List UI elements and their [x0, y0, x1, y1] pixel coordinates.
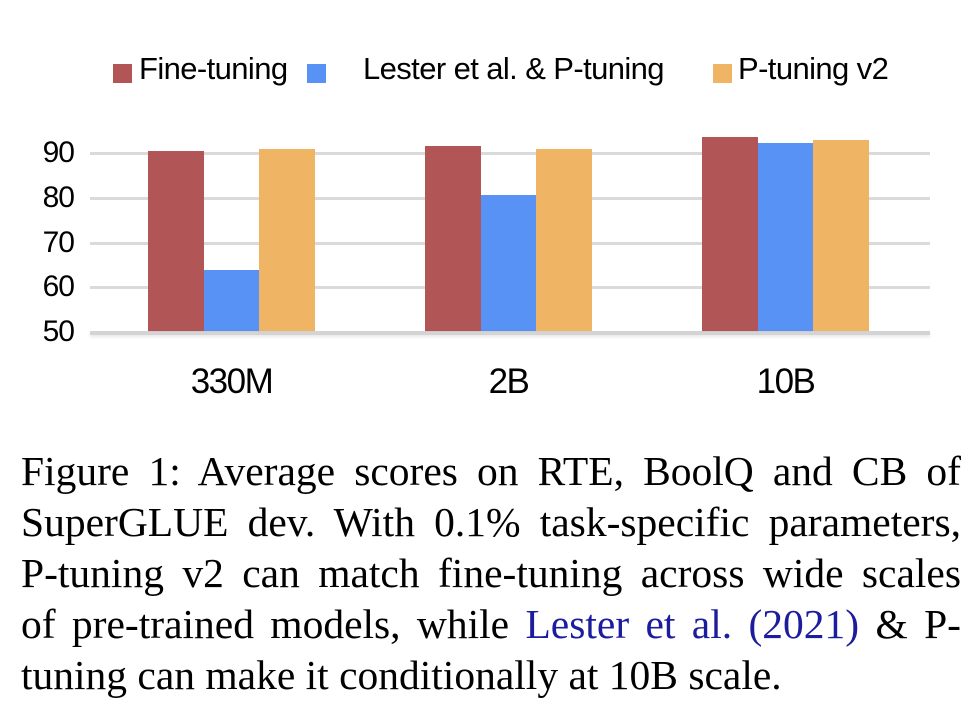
y-axis-tick-label-50: 50: [42, 315, 75, 348]
y-axis-tick-label-80: 80: [42, 180, 75, 214]
legend-swatch-lester-et-al-p-tuning: [307, 64, 326, 83]
caption-line-5: tuning can make it conditionally at 10B …: [21, 650, 961, 701]
caption-line-1: Figure 1: Average scores on RTE, BoolQ a…: [21, 446, 961, 497]
y-axis-tick-label-70: 70: [42, 225, 75, 259]
caption-text: P-tuning v2 can match fine-tuning across…: [21, 550, 961, 596]
caption-line-2: SuperGLUE dev. With 0.1% task-specific p…: [21, 497, 961, 548]
legend-label-p-tuning-v2: P-tuning v2: [738, 51, 889, 86]
figure-caption: Figure 1: Average scores on RTE, BoolQ a…: [21, 446, 961, 701]
legend-swatch-p-tuning-v2: [713, 64, 732, 83]
caption-line-3: P-tuning v2 can match fine-tuning across…: [21, 548, 961, 599]
bar-lester-et-al-p-tuning-10b: [757, 143, 814, 332]
caption-text: Figure 1: Average scores on RTE, BoolQ a…: [21, 448, 961, 494]
x-axis-label-330m: 330M: [190, 362, 274, 401]
gridline-90: [90, 152, 930, 155]
x-axis-label-10b: 10B: [756, 362, 816, 401]
y-axis-tick-label-90: 90: [42, 136, 75, 169]
citation-link-lester-2021[interactable]: Lester et al. (2021): [525, 601, 860, 647]
caption-text: SuperGLUE dev. With 0.1% task-specific p…: [21, 499, 961, 545]
caption-text: tuning can make it conditionally at 10B …: [21, 652, 782, 698]
legend-label-lester-et-al-p-tuning: Lester et al. & P-tuning: [363, 51, 665, 86]
bar-p-tuning-v2-10b: [813, 139, 870, 332]
caption-text: & P-: [859, 601, 961, 647]
y-axis-tick-label-60: 60: [42, 270, 75, 304]
caption-text: of pre-trained models, while: [21, 601, 526, 647]
bar-fine-tuning-2b: [425, 145, 482, 332]
legend-swatch-fine-tuning: [113, 64, 132, 83]
bar-fine-tuning-10b: [702, 136, 759, 332]
bar-p-tuning-v2-330m: [259, 148, 316, 332]
legend-label-fine-tuning: Fine-tuning: [139, 51, 288, 86]
bar-lester-et-al-p-tuning-330m: [203, 270, 260, 332]
gridline-50: [90, 331, 930, 335]
caption-line-4: of pre-trained models, while Lester et a…: [21, 599, 961, 650]
bar-chart: 50 60 70 80 90 330M 2B 10B: [42, 136, 930, 401]
bar-lester-et-al-p-tuning-2b: [480, 195, 537, 332]
bar-p-tuning-v2-2b: [536, 148, 593, 332]
x-axis-label-2b: 2B: [488, 362, 530, 401]
bar-fine-tuning-330m: [148, 151, 205, 332]
